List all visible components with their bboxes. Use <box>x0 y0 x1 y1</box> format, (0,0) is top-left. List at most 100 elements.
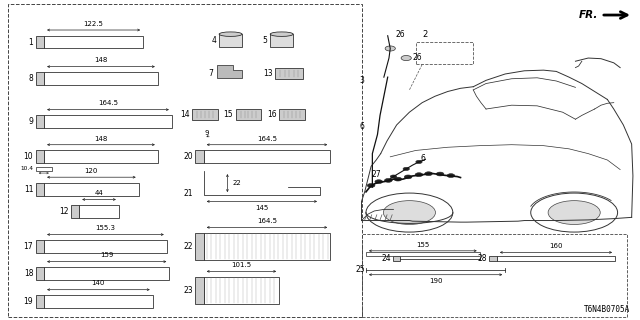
Circle shape <box>447 174 455 178</box>
Text: 148: 148 <box>94 136 108 141</box>
Text: 15: 15 <box>223 110 233 119</box>
Bar <box>44 150 158 163</box>
Text: 12: 12 <box>59 207 68 216</box>
Bar <box>36 268 44 280</box>
Bar <box>44 240 167 253</box>
Text: 26: 26 <box>396 30 405 39</box>
Text: 122.5: 122.5 <box>84 21 104 27</box>
Bar <box>79 205 119 218</box>
Text: 23: 23 <box>183 286 193 295</box>
Text: 6: 6 <box>360 122 365 131</box>
Text: 101.5: 101.5 <box>232 262 252 268</box>
Circle shape <box>415 173 423 177</box>
Bar <box>36 36 44 49</box>
Ellipse shape <box>366 193 453 232</box>
Text: 9: 9 <box>204 130 209 136</box>
Text: 18: 18 <box>24 269 33 278</box>
Text: 28: 28 <box>478 254 487 263</box>
Ellipse shape <box>219 32 242 36</box>
Text: 10: 10 <box>24 152 33 161</box>
Bar <box>195 150 204 163</box>
Text: 24: 24 <box>382 254 392 263</box>
Ellipse shape <box>548 201 600 225</box>
Text: 26: 26 <box>413 53 422 62</box>
Text: 7: 7 <box>209 69 213 78</box>
Circle shape <box>436 172 444 176</box>
Bar <box>44 268 170 280</box>
Bar <box>195 233 204 260</box>
Bar <box>270 34 293 47</box>
Text: 190: 190 <box>429 278 442 284</box>
Text: 5: 5 <box>263 36 268 45</box>
Circle shape <box>401 55 412 60</box>
Bar <box>44 183 139 196</box>
Text: 155: 155 <box>416 242 429 248</box>
Circle shape <box>404 175 412 179</box>
Bar <box>192 109 218 120</box>
Bar <box>489 256 497 261</box>
Text: 3: 3 <box>360 76 365 85</box>
Polygon shape <box>216 65 242 78</box>
Bar <box>8 4 362 317</box>
Bar <box>36 183 44 196</box>
Text: 160: 160 <box>549 243 563 249</box>
Circle shape <box>403 167 410 171</box>
Bar <box>279 109 305 120</box>
Bar <box>497 256 615 261</box>
Text: FR.: FR. <box>579 10 598 20</box>
Circle shape <box>367 184 375 188</box>
Text: T6N4B0705A: T6N4B0705A <box>584 305 630 314</box>
Bar <box>36 72 44 85</box>
Bar <box>36 150 44 163</box>
Bar <box>71 205 79 218</box>
Circle shape <box>375 180 383 184</box>
Circle shape <box>425 172 433 176</box>
Bar <box>204 277 279 304</box>
Text: 16: 16 <box>267 110 276 119</box>
Text: 14: 14 <box>180 110 189 119</box>
Circle shape <box>385 179 392 182</box>
Text: 8: 8 <box>29 74 33 83</box>
Text: 120: 120 <box>84 168 98 174</box>
Text: 13: 13 <box>263 69 273 78</box>
Text: 17: 17 <box>24 242 33 251</box>
Bar <box>36 240 44 253</box>
Text: 25: 25 <box>355 265 365 275</box>
Text: 10.4: 10.4 <box>21 166 34 172</box>
Bar <box>362 234 627 317</box>
Text: 11: 11 <box>24 185 33 194</box>
Bar <box>36 167 52 171</box>
Circle shape <box>394 177 402 181</box>
Bar <box>393 256 401 261</box>
Ellipse shape <box>531 193 618 232</box>
Ellipse shape <box>270 32 293 36</box>
Bar <box>204 150 330 163</box>
Bar <box>44 116 172 128</box>
Bar <box>44 295 153 308</box>
Circle shape <box>385 46 396 51</box>
Text: 140: 140 <box>92 281 105 286</box>
Bar <box>366 252 479 256</box>
Text: 164.5: 164.5 <box>98 100 118 107</box>
Bar <box>416 42 473 64</box>
Text: 22: 22 <box>232 180 241 186</box>
Text: 9: 9 <box>28 117 33 126</box>
Ellipse shape <box>383 201 435 225</box>
Text: 19: 19 <box>24 297 33 306</box>
Bar <box>36 116 44 128</box>
Bar <box>44 72 158 85</box>
Bar <box>195 277 204 304</box>
Text: 2: 2 <box>422 30 428 39</box>
Bar <box>219 34 242 47</box>
Text: 22: 22 <box>184 242 193 251</box>
Text: 159: 159 <box>100 252 113 259</box>
Bar <box>275 68 303 79</box>
Circle shape <box>416 160 422 164</box>
Text: 145: 145 <box>255 204 269 211</box>
Text: 44: 44 <box>95 190 104 196</box>
Text: 164.5: 164.5 <box>257 136 277 141</box>
Circle shape <box>390 175 397 178</box>
Text: 164.5: 164.5 <box>257 218 277 224</box>
Text: 20: 20 <box>183 152 193 161</box>
Bar <box>236 109 261 120</box>
